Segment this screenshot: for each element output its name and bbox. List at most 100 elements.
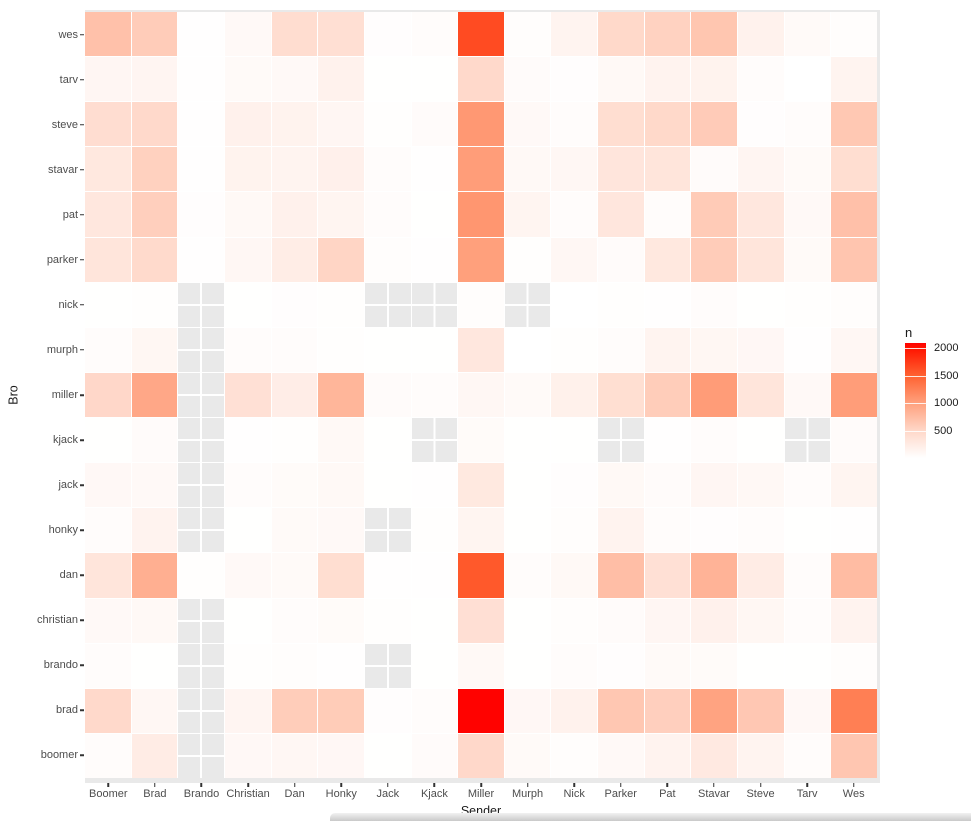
x-axis-label-steve: Steve (746, 788, 775, 800)
x-axis-label-wes: Wes (842, 788, 865, 800)
legend-tick-label: 1000 (934, 397, 959, 410)
x-axis-tick (340, 783, 342, 787)
legend-tick (905, 375, 926, 377)
heatmap-cell (224, 463, 271, 508)
heatmap-cell (691, 733, 738, 778)
heatmap-cell (691, 282, 738, 327)
heatmap-cell (131, 553, 178, 598)
heatmap-cell (411, 508, 458, 553)
y-axis-tick (80, 349, 84, 351)
x-axis-label-pat: Pat (659, 788, 676, 800)
heatmap-cell (411, 12, 458, 57)
y-axis-label-miller: miller (51, 389, 78, 401)
heatmap-cell (831, 147, 877, 192)
heatmap-cell (364, 463, 411, 508)
heatmap-cell (598, 192, 644, 237)
heatmap-cell (318, 57, 364, 102)
heatmap-cell (598, 327, 644, 372)
heatmap-cell (271, 327, 318, 372)
heatmap-cell (644, 102, 691, 147)
y-axis-label-kjack: kjack (52, 434, 78, 447)
heatmap-cell (458, 508, 504, 553)
heatmap-cell (85, 372, 131, 418)
heatmap-cell (224, 598, 271, 643)
heatmap-cell (411, 192, 458, 237)
heatmap-cell (644, 598, 691, 643)
heatmap-cell (738, 147, 784, 192)
heatmap-cell (224, 418, 271, 463)
heatmap-cell (131, 508, 178, 553)
heatmap-cell (738, 372, 784, 418)
heatmap-cell (458, 463, 504, 508)
heatmap-cell (598, 643, 644, 688)
heatmap-cell (738, 282, 784, 327)
heatmap-cell (271, 553, 318, 598)
heatmap-cell (131, 733, 178, 778)
heatmap-cell (458, 57, 504, 102)
heatmap-cell (738, 688, 784, 733)
heatmap-cell (271, 57, 318, 102)
heatmap-cell (738, 57, 784, 102)
y-axis-tick (80, 304, 84, 306)
heatmap-cell (131, 418, 178, 463)
heatmap-cell (504, 57, 551, 102)
heatmap-cell (411, 147, 458, 192)
y-axis-tick (80, 709, 84, 712)
heatmap-cell (784, 418, 831, 463)
heatmap-cell (784, 643, 831, 688)
y-axis-label-christian: christian (37, 614, 78, 627)
heatmap-cell (364, 372, 411, 418)
heatmap-cell (85, 57, 131, 102)
heatmap-cell (271, 463, 318, 508)
heatmap-cell (691, 463, 738, 508)
heatmap-cell (224, 147, 271, 192)
heatmap-cell (85, 282, 131, 327)
heatmap-cell (364, 57, 411, 102)
heatmap-cell (598, 598, 644, 643)
heatmap-cell (224, 102, 271, 147)
heatmap-cell (318, 102, 364, 147)
heatmap-cell (85, 643, 131, 688)
heatmap-cell (644, 237, 691, 282)
heatmap-cell (458, 372, 504, 418)
heatmap-cell (131, 372, 178, 418)
heatmap-cell (364, 102, 411, 147)
heatmap-cell (271, 102, 318, 147)
legend-tick-label: 500 (934, 424, 953, 437)
heatmap-cell (784, 192, 831, 237)
heatmap-cell (411, 733, 458, 778)
heatmap-cell (85, 327, 131, 372)
heatmap-cell (224, 733, 271, 778)
heatmap-cell (178, 508, 224, 553)
x-axis-label-dan: Dan (284, 788, 305, 800)
heatmap-cell (738, 327, 784, 372)
heatmap-cell (831, 643, 877, 688)
heatmap-cell (831, 418, 877, 463)
heatmap-cell (738, 553, 784, 598)
heatmap-cell (504, 147, 551, 192)
x-axis-label-boomer: Boomer (89, 788, 128, 800)
x-axis-label-parker: Parker (604, 788, 637, 800)
heatmap-cell (598, 12, 644, 57)
heatmap-cell (85, 733, 131, 778)
heatmap-cell (644, 688, 691, 733)
heatmap-cell (691, 553, 738, 598)
heatmap-cell (504, 508, 551, 553)
heatmap-cell (411, 327, 458, 372)
y-axis-tick (80, 574, 84, 576)
legend-tick-label: 2000 (934, 342, 959, 355)
legend-tick (905, 403, 926, 405)
heatmap-cell (691, 508, 738, 553)
x-axis-label-tarv: Tarv (796, 788, 818, 800)
y-axis-label-wes: wes (58, 28, 78, 41)
heatmap-cell (831, 327, 877, 372)
heatmap-cell (458, 643, 504, 688)
heatmap-cell (364, 282, 411, 327)
heatmap-cell (318, 553, 364, 598)
heatmap-cell (784, 282, 831, 327)
heatmap-cell (691, 418, 738, 463)
heatmap-cell (551, 553, 598, 598)
heatmap-cell (551, 733, 598, 778)
heatmap-cell (458, 237, 504, 282)
heatmap-cell (178, 733, 224, 778)
